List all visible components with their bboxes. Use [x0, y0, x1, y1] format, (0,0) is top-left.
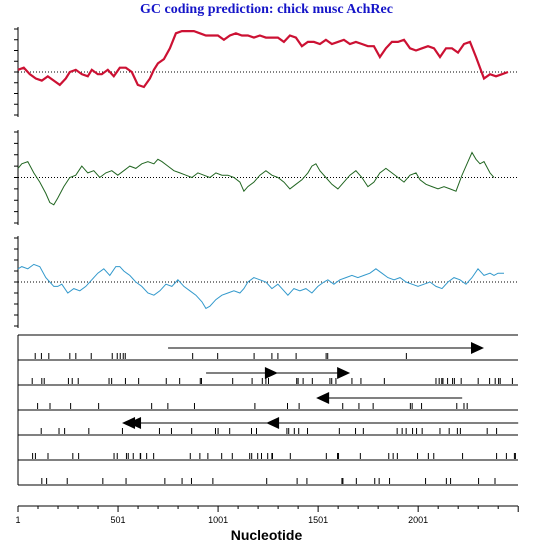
- frame-1-stops: [34, 353, 407, 359]
- x-tick-label: 1501: [308, 515, 328, 525]
- orf-arrow: [168, 342, 484, 354]
- series-panel-2: [14, 130, 518, 225]
- orf-arrow-head: [316, 392, 330, 404]
- orf-arrow-head: [122, 417, 136, 429]
- x-axis: 1 501 1001 1501 2001: [15, 505, 519, 525]
- orf-arrow-head: [337, 367, 351, 379]
- frame-6-stops: [41, 478, 496, 484]
- frame-5-stops: [32, 453, 516, 459]
- frame-4-stops: [40, 428, 498, 434]
- series-line-1: [17, 30, 509, 89]
- orf-arrow: [316, 392, 463, 404]
- orf-arrow-head: [264, 367, 278, 379]
- orf-arrow: [122, 417, 267, 429]
- x-axis-label: Nucleotide: [230, 527, 303, 543]
- series-panel-3: [14, 236, 518, 328]
- orf-arrow: [206, 367, 278, 379]
- orf-arrow: [276, 367, 351, 379]
- frame-2-stops: [31, 378, 513, 384]
- x-tick-label: 501: [111, 515, 126, 525]
- orf-arrow: [266, 417, 369, 429]
- series-line-3: [17, 263, 504, 310]
- reading-frames-panel: [17, 334, 519, 486]
- series-panel-1: [14, 27, 518, 117]
- orf-arrow-head: [266, 417, 280, 429]
- x-tick-label: 1001: [208, 515, 228, 525]
- chart-title: GC coding prediction: chick musc AchRec: [140, 2, 393, 17]
- orf-arrow-head: [470, 342, 484, 354]
- series-line-2: [17, 151, 495, 206]
- line-panels: [14, 27, 518, 328]
- frame-3-stops: [37, 403, 468, 409]
- x-tick-label: 1: [15, 515, 20, 525]
- x-tick-label: 2001: [408, 515, 428, 525]
